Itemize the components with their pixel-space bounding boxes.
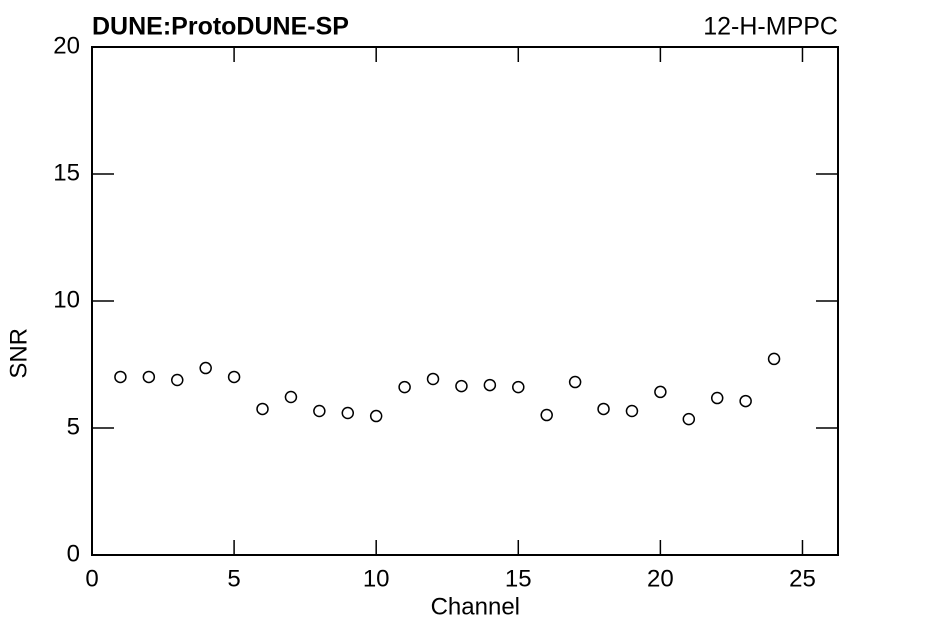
y-tick-label: 0 <box>67 540 80 567</box>
x-tick-label: 15 <box>505 565 532 592</box>
point <box>398 380 411 394</box>
point <box>710 391 724 405</box>
point <box>341 406 355 420</box>
y-tick-label: 20 <box>53 32 80 59</box>
point <box>767 352 781 366</box>
point <box>625 404 639 418</box>
point <box>142 370 156 384</box>
point <box>114 370 127 384</box>
point <box>483 378 497 392</box>
point <box>455 379 468 393</box>
point <box>199 361 212 375</box>
y-tick-label: 10 <box>53 286 80 313</box>
point <box>313 404 326 418</box>
x-tick-label: 20 <box>647 565 674 592</box>
point <box>227 370 241 384</box>
plot-frame <box>91 46 839 556</box>
point <box>171 373 184 387</box>
point <box>654 385 667 399</box>
x-tick-label: 25 <box>789 565 816 592</box>
y-tick-label: 5 <box>67 413 80 440</box>
point <box>739 394 752 408</box>
point <box>256 402 269 416</box>
y-axis-label: SNR <box>5 328 32 379</box>
point <box>597 402 610 416</box>
point <box>568 375 582 389</box>
chart-title: DUNE:ProtoDUNE-SP <box>92 13 349 41</box>
chart-subtitle: 12-H-MPPC <box>703 13 838 41</box>
point <box>426 372 440 386</box>
x-tick-label: 10 <box>363 565 390 592</box>
point <box>369 409 383 423</box>
x-tick-label: 5 <box>227 565 240 592</box>
x-tick-label: 0 <box>85 565 98 592</box>
point <box>682 412 696 426</box>
point <box>284 390 298 404</box>
point <box>540 408 553 422</box>
point <box>512 380 525 394</box>
x-axis-label: Channel <box>431 593 520 620</box>
y-tick-label: 15 <box>53 159 80 186</box>
